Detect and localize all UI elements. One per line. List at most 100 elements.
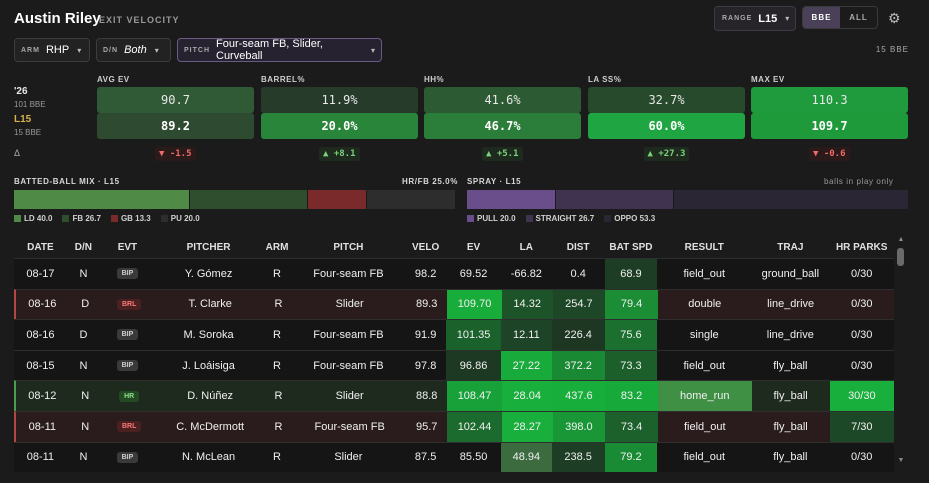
cell-traj: ground_ball [761, 267, 820, 280]
table-row[interactable]: 08-12 N HR D. Núñez R Slider 88.8 108.47 28.04 43… [14, 380, 895, 411]
cell-date: 08-11 [26, 451, 55, 464]
cell-pitcher: C. McDermott [176, 420, 245, 433]
event-badge: BIP [116, 451, 139, 463]
column-header[interactable]: PITCHER [186, 241, 231, 253]
season-sub: 101 BBE [14, 100, 46, 109]
cell-ev: 102.44 [447, 411, 502, 442]
scroll-up-icon[interactable]: ▲ [897, 236, 905, 243]
cell-result: field_out [683, 451, 726, 464]
pitch-filter[interactable]: PITCH Four-seam FB, Slider, Curveball ▾ [177, 38, 382, 62]
table-row[interactable]: 08-17 N BIP Y. Gómez R Four-seam FB 98.2 69.52 -… [14, 258, 894, 289]
cell-pitch: Four-seam FB [313, 267, 384, 280]
legend-label: LD 40.0 [24, 214, 53, 223]
cell-la: 48.94 [500, 442, 552, 473]
table-row[interactable]: 08-15 N BIP J. Loáisiga R Four-seam FB 97.8 96.… [14, 349, 894, 381]
legend-label: STRAIGHT 26.7 [535, 214, 595, 223]
cell-ev: 109.70 [447, 289, 502, 320]
cell-dn: N [79, 451, 88, 464]
spray-segment-straight [555, 190, 673, 209]
season-label: '26 [14, 86, 28, 97]
cell-dn: N [81, 420, 90, 433]
dn-filter[interactable]: D/N Both ▾ [96, 38, 171, 62]
cell-la: 27.22 [500, 350, 552, 381]
scroll-down-icon[interactable]: ▼ [897, 457, 905, 464]
cell-bat: 73.3 [604, 350, 658, 381]
mix-segment-gb [308, 190, 367, 209]
column-header[interactable]: ARM [265, 241, 289, 253]
cell-date: 08-16 [26, 328, 55, 341]
column-header[interactable]: HR PARKS [835, 241, 888, 253]
cell-velo: 95.7 [416, 420, 438, 433]
cell-date: 08-12 [28, 390, 57, 403]
arm-label: ARM [21, 46, 40, 54]
column-header[interactable]: RESULT [684, 241, 724, 253]
cell-traj: fly_ball [773, 420, 808, 433]
column-header[interactable]: DIST [566, 241, 590, 253]
cell-dn: N [79, 267, 88, 280]
cell-bat: 79.2 [604, 442, 658, 473]
column-header[interactable]: VELO [412, 241, 440, 253]
legend-label: GB 13.3 [120, 214, 151, 223]
batted-ball-table: DATE D/N EVT PITCHER ARM PITCH VELO EV LA DIST BAT… [14, 236, 895, 473]
scrollbar[interactable]: ▲ ▼ [897, 236, 905, 468]
column-header[interactable]: TRAJ [777, 241, 804, 253]
column-header[interactable]: PITCH [333, 241, 364, 253]
pitch-label: PITCH [184, 46, 210, 54]
mix-legend: LD 40.0 FB 26.7 GB 13.3 PU 20.0 [14, 214, 200, 223]
column-header[interactable]: DATE [27, 241, 54, 253]
cell-velo: 98.2 [414, 267, 437, 280]
legend-swatch [110, 215, 118, 222]
table-row[interactable]: 08-16 D BRL T. Clarke R Slider 89.3 109.70 14.32… [14, 288, 894, 320]
metric-recent-value: 20.0% [261, 113, 418, 139]
metric-name: HH% [424, 75, 445, 84]
hrfb-value: HR/FB 25.0% [402, 177, 458, 186]
metric-name: LA SS% [588, 75, 622, 84]
metric-recent-value: 89.2 [97, 113, 254, 139]
cell-arm: R [274, 420, 283, 433]
recent-sub: 15 BBE [14, 128, 42, 137]
mix-legend-item: GB 13.3 [110, 214, 151, 223]
scroll-thumb[interactable] [897, 248, 904, 266]
metric-name: BARREL% [261, 75, 305, 84]
spray-note: balls in play only [824, 177, 894, 186]
metric-delta: ▲ +5.1 [482, 147, 523, 161]
mix-legend-item: LD 40.0 [14, 214, 52, 223]
cell-velo: 87.5 [414, 451, 437, 464]
cell-bat: 79.4 [605, 289, 658, 320]
player-name: Austin Riley [14, 10, 101, 27]
column-header[interactable]: D/N [74, 241, 93, 253]
legend-swatch [62, 215, 70, 222]
cell-pitcher: Y. Gómez [184, 267, 233, 280]
column-header[interactable]: LA [519, 241, 534, 253]
toggle-bbe[interactable]: BBE [803, 7, 840, 28]
cell-result: double [688, 298, 722, 311]
cell-la: 12.11 [500, 320, 552, 350]
table-row[interactable]: 08-11 N BRL C. McDermott R Four-seam FB 95.7 10… [14, 410, 895, 442]
arm-filter[interactable]: ARM RHP ▾ [14, 38, 90, 62]
cell-pitch: Four-seam FB [313, 328, 384, 341]
toggle-all[interactable]: ALL [849, 13, 868, 22]
range-dropdown[interactable]: RANGE L15 ▾ [714, 6, 796, 31]
cell-dist: 238.5 [551, 442, 605, 473]
table-row[interactable]: 08-16 D BIP M. Soroka R Four-seam FB 91.9 101.3… [14, 319, 894, 350]
chevron-down-icon: ▾ [785, 14, 790, 23]
bbe-count: 15 BBE [875, 45, 909, 54]
cell-dist: 437.6 [552, 381, 606, 411]
legend-label: PULL 20.0 [477, 214, 516, 223]
dn-value: Both [124, 44, 147, 56]
column-header[interactable]: BAT SPD [609, 241, 653, 253]
cell-evt: BIP [100, 259, 155, 289]
mix-title: BATTED-BALL MIX · L15 [14, 177, 120, 186]
cell-hr: 0/30 [850, 359, 873, 372]
chevron-down-icon: ▾ [370, 45, 375, 55]
table-row[interactable]: 08-11 N BIP N. McLean R Slider 87.5 85.50 48.94 2… [14, 441, 894, 473]
column-header[interactable]: EVT [117, 241, 138, 253]
table-body: 08-17 N BIP Y. Gómez R Four-seam FB 98.2 69.52 -… [14, 258, 895, 473]
cell-evt: BIP [100, 320, 155, 350]
cell-pitch: Slider [334, 451, 363, 464]
gear-icon[interactable]: ⚙ [888, 10, 901, 26]
bbe-all-toggle[interactable]: BBE ALL [802, 6, 878, 29]
cell-arm: R [274, 298, 283, 311]
column-header[interactable]: EV [466, 241, 481, 253]
cell-evt: BRL [102, 290, 157, 320]
